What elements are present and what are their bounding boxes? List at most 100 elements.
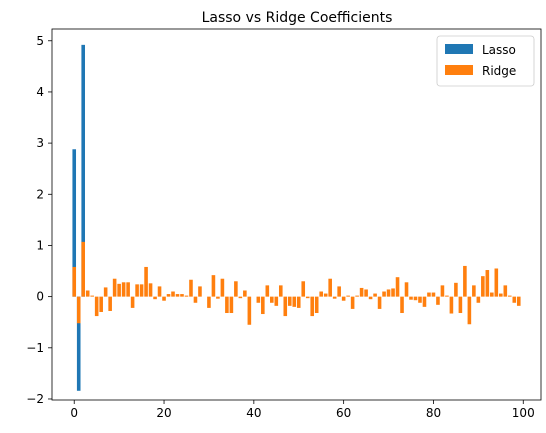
ridge-bar-45 — [274, 296, 279, 306]
ridge-bar-48 — [287, 296, 292, 306]
ridge-bar-69 — [382, 291, 386, 297]
lasso-bar-1 — [76, 296, 81, 391]
ridge-bar-47 — [283, 296, 288, 317]
ridge-bar-57 — [328, 278, 332, 297]
ridge-bar-12 — [126, 282, 130, 297]
y-tick-label-2: 0 — [36, 290, 44, 304]
ridge-bar-36 — [234, 281, 238, 297]
ridge-bar-9 — [112, 278, 117, 297]
ridge-bar-91 — [481, 276, 485, 297]
ridge-bar-74 — [404, 282, 409, 297]
ridge-bar-79 — [427, 292, 431, 297]
ridge-bar-4 — [90, 295, 94, 297]
ridge-bar-70 — [386, 289, 391, 297]
ridge-bar-20 — [162, 296, 166, 301]
ridge-bar-14 — [135, 284, 139, 297]
ridge-bar-55 — [319, 291, 323, 297]
ridge-bar-87 — [463, 265, 467, 297]
ridge-bar-97 — [508, 295, 512, 297]
ridge-bar-67 — [373, 293, 377, 297]
ridge-bar-43 — [265, 285, 270, 297]
ridge-bar-88 — [467, 296, 472, 325]
bars-layer — [72, 44, 521, 391]
ridge-bar-32 — [216, 296, 220, 299]
x-tick-label-5: 100 — [512, 406, 535, 420]
lasso-bar-2 — [81, 44, 85, 297]
plot-frame — [51, 28, 542, 401]
x-tick-label-0: 0 — [70, 406, 78, 420]
ridge-bar-66 — [368, 296, 373, 300]
ridge-bar-23 — [175, 294, 180, 297]
ridge-bar-89 — [472, 285, 476, 297]
ridge-bar-6 — [99, 296, 103, 312]
ridge-bar-26 — [189, 279, 193, 297]
axes-layer: 0 20 40 60 80 100 −2 −1 0 1 2 3 4 5 — [26, 28, 542, 420]
x-tick-label-4: 80 — [426, 406, 441, 420]
ridge-bar-84 — [449, 296, 454, 314]
ridge-bar-13 — [130, 296, 135, 308]
legend-label-ridge: Ridge — [482, 64, 516, 78]
ridge-bar-80 — [431, 292, 436, 297]
ridge-bar-98 — [512, 296, 517, 303]
ridge-bar-49 — [292, 296, 297, 307]
ridge-bar-61 — [346, 295, 350, 297]
x-tick-label-1: 20 — [156, 406, 171, 420]
ridge-bar-21 — [166, 294, 171, 297]
ridge-bar-35 — [229, 296, 234, 314]
ridge-bar-37 — [238, 296, 243, 299]
ridge-bar-1 — [76, 296, 81, 324]
ridge-bar-44 — [270, 296, 274, 303]
y-tick-label-0: −2 — [26, 392, 44, 406]
ridge-bar-64 — [359, 287, 364, 297]
ridge-bar-68 — [377, 296, 382, 309]
ridge-bar-11 — [121, 282, 126, 297]
ridge-bar-41 — [256, 296, 261, 303]
x-tick-label-3: 60 — [336, 406, 351, 420]
ridge-bar-78 — [422, 296, 427, 307]
ridge-bar-51 — [301, 281, 306, 297]
ridge-bar-86 — [458, 296, 463, 314]
ridge-bar-53 — [310, 296, 315, 317]
ridge-bar-38 — [243, 290, 247, 297]
ridge-bar-15 — [139, 284, 144, 297]
ridge-bar-8 — [108, 296, 112, 311]
ridge-bar-83 — [445, 295, 449, 297]
y-tick-label-5: 3 — [36, 136, 44, 150]
legend-swatch-lasso — [445, 44, 473, 54]
ridge-bar-58 — [332, 296, 337, 299]
legend-label-lasso: Lasso — [482, 43, 516, 57]
ridge-bar-39 — [247, 296, 252, 325]
y-tick-label-1: −1 — [26, 341, 44, 355]
ridge-bar-62 — [350, 296, 355, 309]
ridge-bar-99 — [516, 296, 521, 306]
legend: Lasso Ridge — [436, 35, 535, 87]
ridge-bar-95 — [499, 293, 503, 297]
ridge-bar-72 — [395, 277, 400, 297]
chart-title: Lasso vs Ridge Coefficients — [202, 10, 393, 26]
ridge-bar-50 — [296, 296, 301, 308]
x-tick-label-2: 40 — [246, 406, 261, 420]
ridge-bar-85 — [454, 282, 458, 297]
ridge-bar-56 — [323, 293, 328, 297]
ridge-bar-0 — [72, 266, 77, 297]
ridge-bar-2 — [81, 241, 85, 297]
ridge-bar-3 — [85, 290, 90, 297]
ridge-bar-28 — [198, 286, 202, 297]
ridge-bar-19 — [157, 286, 162, 297]
ridge-bar-42 — [261, 296, 265, 315]
lasso-bar-0 — [72, 149, 77, 297]
ridge-bar-17 — [148, 283, 153, 297]
ridge-bar-18 — [153, 296, 157, 300]
ridge-bar-34 — [225, 296, 229, 314]
ridge-bar-65 — [364, 289, 368, 297]
ridge-bar-60 — [341, 296, 346, 301]
ridge-bar-33 — [220, 278, 225, 297]
ridge-bar-30 — [207, 296, 211, 308]
ridge-bar-71 — [391, 288, 395, 297]
ridge-bar-16 — [144, 266, 148, 297]
ridge-bar-5 — [94, 296, 99, 317]
ridge-bar-7 — [103, 287, 108, 297]
ridge-bar-96 — [503, 285, 508, 297]
ridge-bar-75 — [409, 296, 413, 300]
y-tick-label-3: 1 — [36, 238, 44, 252]
